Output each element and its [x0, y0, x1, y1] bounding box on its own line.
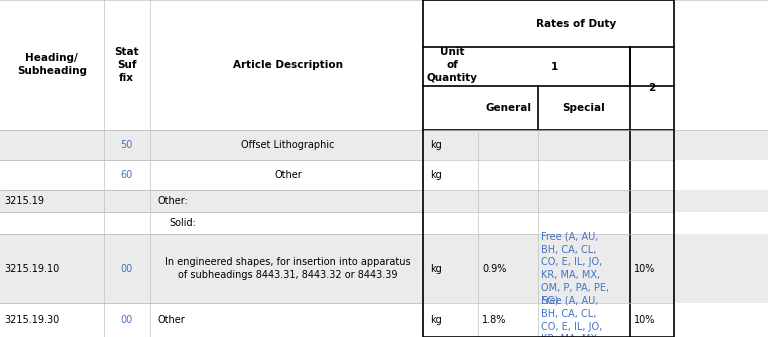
- Text: 2: 2: [648, 84, 656, 93]
- Bar: [0, 234, 768, 303]
- Bar: [0, 0, 768, 47]
- Bar: [0, 86, 768, 130]
- Text: Solid:: Solid:: [169, 218, 196, 228]
- Text: 60: 60: [121, 170, 133, 180]
- Text: Unit
of
Quantity: Unit of Quantity: [427, 47, 478, 83]
- Text: Heading/
Subheading: Heading/ Subheading: [17, 53, 87, 76]
- Text: Rates of Duty: Rates of Duty: [536, 19, 617, 29]
- Bar: [0, 303, 768, 337]
- Bar: [0, 130, 768, 160]
- Bar: [0, 190, 768, 212]
- Text: Other:: Other:: [157, 196, 188, 206]
- Text: kg: kg: [430, 315, 442, 325]
- Text: Stat
Suf
fix: Stat Suf fix: [114, 47, 139, 83]
- Text: 0.9%: 0.9%: [482, 264, 507, 274]
- Text: 50: 50: [121, 140, 133, 150]
- Text: Other: Other: [157, 315, 185, 325]
- Text: kg: kg: [430, 264, 442, 274]
- Text: Article Description: Article Description: [233, 60, 343, 70]
- Text: 00: 00: [121, 315, 133, 325]
- Bar: [0, 212, 768, 234]
- Bar: [0, 160, 768, 190]
- Text: Free (A, AU,
BH, CA, CL,
CO, E, IL, JO,
KR, MA, MX,: Free (A, AU, BH, CA, CL, CO, E, IL, JO, …: [541, 296, 603, 337]
- Text: 3215.19.10: 3215.19.10: [4, 264, 59, 274]
- Text: Offset Lithographic: Offset Lithographic: [241, 140, 335, 150]
- Text: 3215.19: 3215.19: [4, 196, 44, 206]
- Text: General: General: [485, 103, 531, 113]
- Text: kg: kg: [430, 170, 442, 180]
- Text: Special: Special: [562, 103, 605, 113]
- Text: 1: 1: [551, 62, 558, 71]
- Text: kg: kg: [430, 140, 442, 150]
- Bar: [0, 47, 768, 86]
- Text: Other: Other: [274, 170, 302, 180]
- Text: 10%: 10%: [634, 315, 655, 325]
- Text: 00: 00: [121, 264, 133, 274]
- Text: 10%: 10%: [634, 264, 655, 274]
- Text: In engineered shapes, for insertion into apparatus
of subheadings 8443.31, 8443.: In engineered shapes, for insertion into…: [165, 257, 411, 280]
- Text: Free (A, AU,
BH, CA, CL,
CO, E, IL, JO,
KR, MA, MX,
OM, P, PA, PE,
SG): Free (A, AU, BH, CA, CL, CO, E, IL, JO, …: [541, 232, 610, 306]
- Bar: [423, 0, 674, 337]
- Text: 3215.19.30: 3215.19.30: [4, 315, 59, 325]
- Text: 1.8%: 1.8%: [482, 315, 507, 325]
